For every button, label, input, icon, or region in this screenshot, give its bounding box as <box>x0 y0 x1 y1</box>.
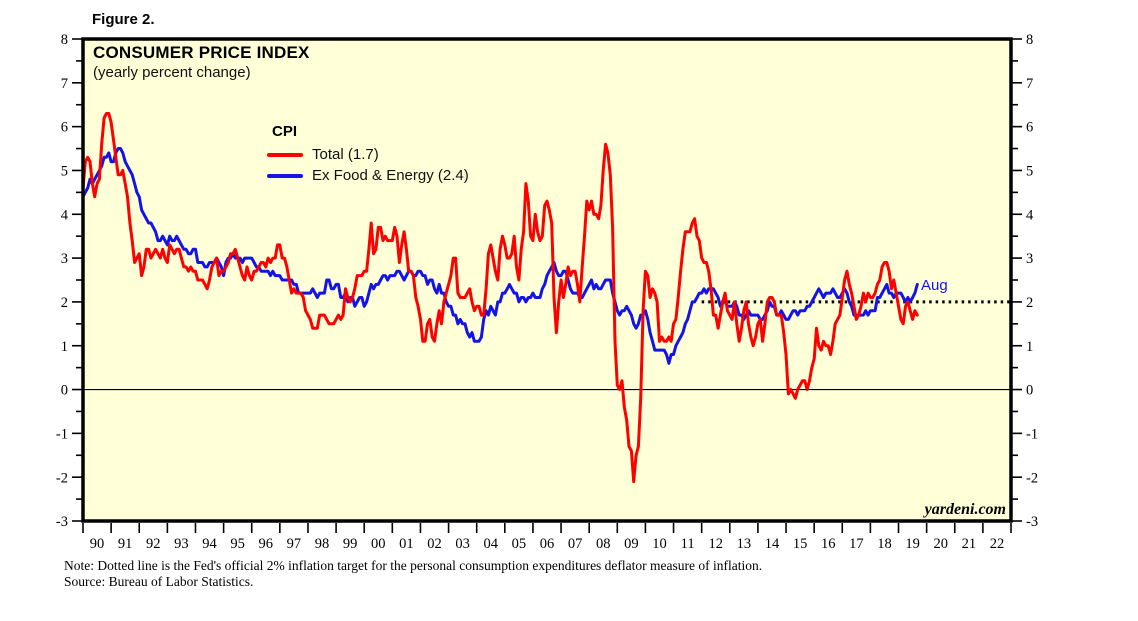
svg-text:08: 08 <box>596 536 611 552</box>
svg-text:20: 20 <box>933 536 948 552</box>
svg-text:-1: -1 <box>56 426 68 442</box>
legend-title: CPI <box>272 123 298 140</box>
svg-text:-3: -3 <box>1026 514 1038 530</box>
svg-text:14: 14 <box>765 536 780 552</box>
legend-label-total: Total (1.7) <box>312 146 379 163</box>
svg-text:16: 16 <box>821 536 836 552</box>
svg-text:19: 19 <box>905 536 920 552</box>
svg-text:99: 99 <box>343 536 358 552</box>
svg-text:21: 21 <box>962 536 977 552</box>
svg-text:07: 07 <box>568 536 583 552</box>
svg-text:5: 5 <box>61 164 68 180</box>
legend-row-core: Ex Food & Energy (2.4) <box>267 165 469 186</box>
svg-text:-3: -3 <box>56 514 68 530</box>
y-axes: -3 -3 -2 -2 -1 -1 0 0 1 1 2 2 3 3 4 4 5 5 6 6 7 7 8 8 <box>56 32 1038 530</box>
svg-text:10: 10 <box>652 536 667 552</box>
svg-text:18: 18 <box>877 536 892 552</box>
total-line-swatch-icon <box>267 152 303 157</box>
svg-text:8: 8 <box>1026 32 1033 48</box>
core-line-swatch-icon <box>267 173 303 178</box>
total-cpi-line <box>84 112 919 484</box>
chart-title: CONSUMER PRICE INDEX <box>93 43 310 62</box>
svg-text:0: 0 <box>1026 383 1033 399</box>
footnotes: Note: Dotted line is the Fed's official … <box>64 558 762 590</box>
svg-text:2: 2 <box>1026 295 1033 311</box>
svg-text:8: 8 <box>61 32 68 48</box>
svg-text:97: 97 <box>287 536 302 552</box>
svg-text:96: 96 <box>259 536 274 552</box>
svg-text:01: 01 <box>399 536 414 552</box>
svg-text:95: 95 <box>230 536 245 552</box>
svg-text:03: 03 <box>455 536 470 552</box>
svg-text:1: 1 <box>61 339 68 355</box>
figure-label: Figure 2. <box>92 11 155 28</box>
svg-text:17: 17 <box>849 536 864 552</box>
svg-text:94: 94 <box>202 536 217 552</box>
svg-text:00: 00 <box>371 536 386 552</box>
svg-text:3: 3 <box>61 251 68 267</box>
svg-text:-2: -2 <box>56 470 68 486</box>
svg-text:05: 05 <box>512 536 527 552</box>
svg-text:4: 4 <box>61 207 69 223</box>
svg-text:5: 5 <box>1026 164 1033 180</box>
svg-text:91: 91 <box>118 536 133 552</box>
svg-text:04: 04 <box>484 536 499 552</box>
svg-text:6: 6 <box>61 120 68 136</box>
svg-text:98: 98 <box>315 536 330 552</box>
svg-text:06: 06 <box>540 536 555 552</box>
legend-row-total: Total (1.7) <box>267 144 469 165</box>
plot-border <box>81 37 1013 523</box>
svg-text:93: 93 <box>174 536 189 552</box>
svg-text:11: 11 <box>681 536 695 552</box>
watermark: yardeni.com <box>924 501 1006 518</box>
svg-text:-1: -1 <box>1026 426 1038 442</box>
svg-text:2: 2 <box>61 295 68 311</box>
svg-text:92: 92 <box>146 536 161 552</box>
svg-text:12: 12 <box>708 536 723 552</box>
source-line: Source: Bureau of Labor Statistics. <box>64 574 254 589</box>
svg-text:22: 22 <box>990 536 1005 552</box>
svg-text:09: 09 <box>624 536 639 552</box>
chart-subtitle: (yearly percent change) <box>93 64 251 81</box>
legend-label-core: Ex Food & Energy (2.4) <box>312 167 469 184</box>
latest-month-label: Aug <box>921 277 948 294</box>
svg-text:3: 3 <box>1026 251 1033 267</box>
svg-text:02: 02 <box>427 536 442 552</box>
x-axis: 90 91 92 93 94 95 96 97 98 99 00 01 02 03 04 05 06 07 08 09… <box>82 523 1012 552</box>
svg-text:1: 1 <box>1026 339 1033 355</box>
svg-text:90: 90 <box>90 536 105 552</box>
svg-text:0: 0 <box>61 383 68 399</box>
svg-text:6: 6 <box>1026 120 1033 136</box>
note-line: Note: Dotted line is the Fed's official … <box>64 558 763 573</box>
svg-text:-2: -2 <box>1026 470 1038 486</box>
svg-text:7: 7 <box>61 76 68 92</box>
svg-text:13: 13 <box>737 536 752 552</box>
legend: CPI Total (1.7) Ex Food & Energy (2.4) <box>267 123 469 186</box>
svg-text:4: 4 <box>1026 207 1034 223</box>
svg-text:15: 15 <box>793 536 808 552</box>
svg-text:7: 7 <box>1026 76 1033 92</box>
